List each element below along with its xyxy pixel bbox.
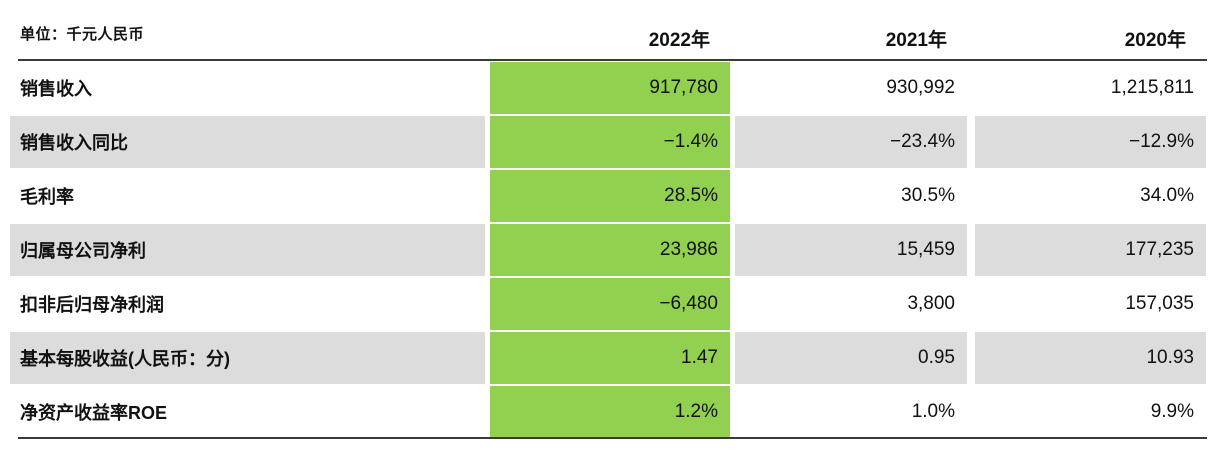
cell-2022: 1.2% <box>490 386 730 438</box>
cell-2021: 30.5% <box>901 185 955 206</box>
row-label: 基本每股收益(人民币：分) <box>10 332 485 384</box>
column-header-spacer <box>10 26 485 50</box>
table-body: 销售收入 917,780 930,992 1,215,811 销售收入同比 −1… <box>10 62 1206 440</box>
cell-2021: 1.0% <box>911 401 955 422</box>
table-row-revenue-yoy: 销售收入同比 −1.4% −23.4% −12.9% <box>10 116 1206 168</box>
header-divider-rule <box>18 59 1207 61</box>
cell-2020: 34.0% <box>1140 185 1194 206</box>
cell-2022: 23,986 <box>490 224 730 276</box>
column-header-2020: 2020年 <box>1124 29 1186 51</box>
table-row-revenue: 销售收入 917,780 930,992 1,215,811 <box>10 62 1206 114</box>
table-row-roe: 净资产收益率ROE 1.2% 1.0% 9.9% <box>10 386 1206 438</box>
cell-2020: 177,235 <box>975 224 1206 276</box>
cell-2021: 0.95 <box>735 332 967 384</box>
cell-2021: −23.4% <box>735 116 967 168</box>
cell-2022: 917,780 <box>490 62 730 114</box>
table-row-gross-margin: 毛利率 28.5% 30.5% 34.0% <box>10 170 1206 222</box>
cell-2020: 157,035 <box>1125 293 1194 314</box>
unit-label: 单位：千元人民币 <box>20 26 145 43</box>
row-label: 销售收入 <box>20 79 92 99</box>
cell-2020: −12.9% <box>975 116 1206 168</box>
row-label: 扣非后归母净利润 <box>20 295 164 315</box>
column-header-2021: 2021年 <box>885 29 947 51</box>
cell-2022: −6,480 <box>490 278 730 330</box>
cell-2021: 930,992 <box>886 77 955 98</box>
cell-2021: 3,800 <box>907 293 955 314</box>
cell-2022: −1.4% <box>490 116 730 168</box>
cell-2021: 15,459 <box>735 224 967 276</box>
table-row-net-profit: 归属母公司净利 23,986 15,459 177,235 <box>10 224 1206 276</box>
cell-2022: 1.47 <box>490 332 730 384</box>
row-label: 销售收入同比 <box>10 116 485 168</box>
table-row-eps: 基本每股收益(人民币：分) 1.47 0.95 10.93 <box>10 332 1206 384</box>
table-row-adjusted-net-profit: 扣非后归母净利润 −6,480 3,800 157,035 <box>10 278 1206 330</box>
row-label: 净资产收益率ROE <box>20 403 168 423</box>
cell-2020: 10.93 <box>975 332 1206 384</box>
cell-2020: 1,215,811 <box>1110 77 1194 98</box>
column-header-row: 2022年 2021年 2020年 <box>10 26 1206 51</box>
column-header-2022: 2022年 <box>648 29 710 51</box>
footer-rule <box>18 437 1207 439</box>
row-label: 毛利率 <box>20 187 74 207</box>
cell-2020: 9.9% <box>1150 401 1194 422</box>
row-label: 归属母公司净利 <box>10 224 485 276</box>
cell-2022: 28.5% <box>490 170 730 222</box>
